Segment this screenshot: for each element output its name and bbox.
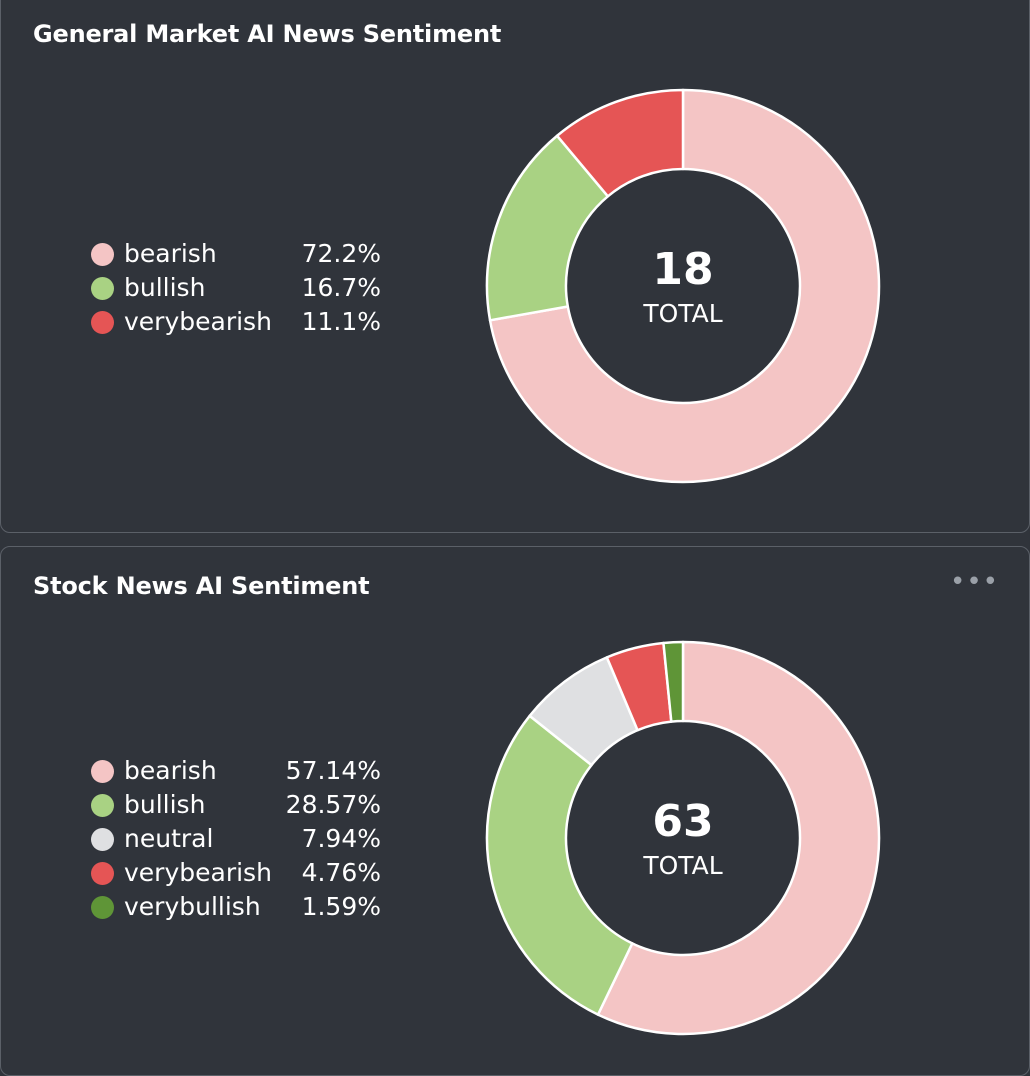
donut-svg: 63 TOTAL [485, 640, 881, 1036]
legend-item[interactable]: bullish 16.7% [91, 271, 391, 305]
legend-value: 57.14% [285, 756, 381, 785]
legend-swatch [91, 277, 114, 300]
donut-chart: 18 TOTAL [483, 86, 883, 486]
legend-item[interactable]: verybearish 11.1% [91, 305, 391, 339]
legend-value: 1.59% [301, 892, 381, 921]
slice-verybearish[interactable] [555, 88, 685, 198]
more-horizontal-icon[interactable]: ••• [949, 567, 999, 597]
legend-swatch [91, 828, 114, 851]
slice-bullish[interactable] [485, 714, 634, 1016]
legend-value: 72.2% [301, 239, 381, 268]
legend-swatch [91, 794, 114, 817]
donut-chart: 63 TOTAL [483, 638, 883, 1038]
legend-item[interactable]: bullish 28.57% [91, 788, 391, 822]
total-label: TOTAL [642, 851, 722, 880]
legend-label: verybearish [124, 858, 272, 887]
legend-item[interactable]: verybullish 1.59% [91, 890, 391, 924]
legend-item[interactable]: verybearish 4.76% [91, 856, 391, 890]
stock-news-sentiment-panel: Stock News AI Sentiment ••• bearish 57.14… [0, 546, 1030, 1076]
panel-title: General Market AI News Sentiment [33, 20, 502, 48]
legend-label: bullish [124, 790, 206, 819]
legend-item[interactable]: bearish 72.2% [91, 237, 391, 271]
legend-swatch [91, 896, 114, 919]
legend-swatch [91, 243, 114, 266]
legend-swatch [91, 311, 114, 334]
slice-verybullish[interactable] [662, 640, 685, 723]
panel-title: Stock News AI Sentiment [33, 572, 370, 600]
legend-item[interactable]: neutral 7.94% [91, 822, 391, 856]
total-label: TOTAL [642, 299, 722, 328]
total-count: 63 [652, 796, 713, 847]
chart-legend: bearish 72.2% bullish 16.7% verybearish 11.1% [91, 237, 391, 339]
legend-label: bearish [124, 239, 217, 268]
chart-legend: bearish 57.14% bullish 28.57% neutral 7.94% ve… [91, 754, 391, 924]
legend-value: 4.76% [301, 858, 381, 887]
slice-bearish[interactable] [488, 88, 881, 484]
legend-value: 16.7% [301, 273, 381, 302]
total-count: 18 [652, 244, 713, 295]
donut-svg: 18 TOTAL [485, 88, 881, 484]
legend-label: verybearish [124, 307, 272, 336]
slice-bearish[interactable] [596, 640, 881, 1036]
legend-label: bullish [124, 273, 206, 302]
legend-swatch [91, 760, 114, 783]
legend-label: verybullish [124, 892, 261, 921]
legend-label: neutral [124, 824, 214, 853]
legend-label: bearish [124, 756, 217, 785]
legend-item[interactable]: bearish 57.14% [91, 754, 391, 788]
legend-swatch [91, 862, 114, 885]
legend-value: 7.94% [301, 824, 381, 853]
legend-value: 11.1% [301, 307, 381, 336]
general-market-sentiment-panel: General Market AI News Sentiment bearish… [0, 0, 1030, 533]
legend-value: 28.57% [285, 790, 381, 819]
